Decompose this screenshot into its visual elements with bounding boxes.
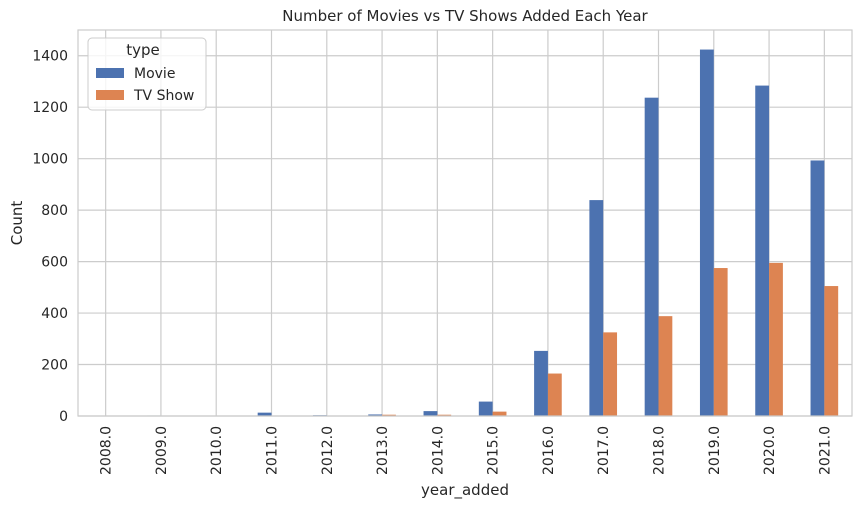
y-tick-label: 0 bbox=[59, 409, 68, 425]
bar-tv-show-2021 bbox=[824, 286, 839, 416]
bar-tv-show-2020 bbox=[769, 262, 783, 416]
chart-title: Number of Movies vs TV Shows Added Each … bbox=[282, 7, 648, 25]
legend-label-tv-show: TV Show bbox=[133, 88, 194, 104]
legend: type Movie TV Show bbox=[87, 37, 207, 111]
x-tick-label: 2012.0 bbox=[320, 426, 336, 475]
bar-movie-2013 bbox=[368, 414, 383, 416]
legend-swatch-movie bbox=[96, 68, 124, 78]
x-tick-label: 2010.0 bbox=[209, 426, 225, 475]
x-tick-label: 2013.0 bbox=[375, 426, 391, 475]
bar-movie-2014 bbox=[423, 411, 438, 416]
bar-movie-2018 bbox=[644, 97, 659, 417]
bar-tv-show-2019 bbox=[713, 268, 728, 416]
y-axis-label: Count bbox=[8, 201, 26, 246]
x-tick-label: 2021.0 bbox=[817, 426, 833, 475]
x-tick-label: 2014.0 bbox=[430, 426, 446, 475]
bar-movie-2016 bbox=[534, 350, 548, 416]
x-tick-label: 2011.0 bbox=[265, 426, 281, 475]
x-tick-label: 2018.0 bbox=[652, 426, 668, 475]
y-tick-label: 1000 bbox=[32, 152, 68, 168]
x-tick-labels: 2008.0 2009.0 2010.0 2011.0 2012.0 2013.0 2014… bbox=[99, 426, 834, 475]
x-tick-label: 2015.0 bbox=[486, 426, 502, 475]
legend-label-movie: Movie bbox=[134, 66, 175, 82]
bar-movie-2015 bbox=[478, 401, 493, 416]
y-tick-label: 800 bbox=[41, 203, 68, 219]
legend-swatch-tv-show bbox=[96, 90, 124, 100]
x-tick-label: 2016.0 bbox=[541, 426, 557, 475]
x-tick-label: 2008.0 bbox=[99, 426, 115, 475]
plot-frame bbox=[77, 29, 853, 417]
bar-tv-show-2014 bbox=[437, 414, 452, 416]
y-tick-label: 1400 bbox=[32, 49, 68, 65]
y-tick-label: 1200 bbox=[32, 100, 68, 116]
x-tick-label: 2020.0 bbox=[762, 426, 778, 475]
y-tick-labels: 0 200 400 600 800 1000 1200 1400 bbox=[32, 49, 68, 425]
bar-tv-show-2016 bbox=[547, 373, 562, 416]
bar-movie-2019 bbox=[699, 49, 714, 416]
x-tick-label: 2017.0 bbox=[596, 426, 612, 475]
y-tick-label: 400 bbox=[41, 306, 68, 322]
bar-movie-2011 bbox=[257, 412, 272, 416]
x-tick-label: 2019.0 bbox=[707, 426, 723, 475]
bar-tv-show-2015 bbox=[492, 411, 507, 416]
bar-movie-2017 bbox=[589, 200, 604, 416]
bar-tv-show-2017 bbox=[603, 332, 618, 416]
legend-title: type bbox=[126, 41, 160, 59]
y-tick-label: 200 bbox=[41, 358, 68, 374]
bar-movie-2020 bbox=[755, 85, 770, 417]
x-axis-label: year_added bbox=[421, 481, 509, 500]
x-tick-label: 2009.0 bbox=[154, 426, 170, 475]
y-tick-label: 600 bbox=[41, 255, 68, 271]
bar-tv-show-2018 bbox=[658, 316, 673, 416]
bar-tv-show-2013 bbox=[382, 414, 396, 416]
bar-movie-2021 bbox=[810, 160, 825, 416]
